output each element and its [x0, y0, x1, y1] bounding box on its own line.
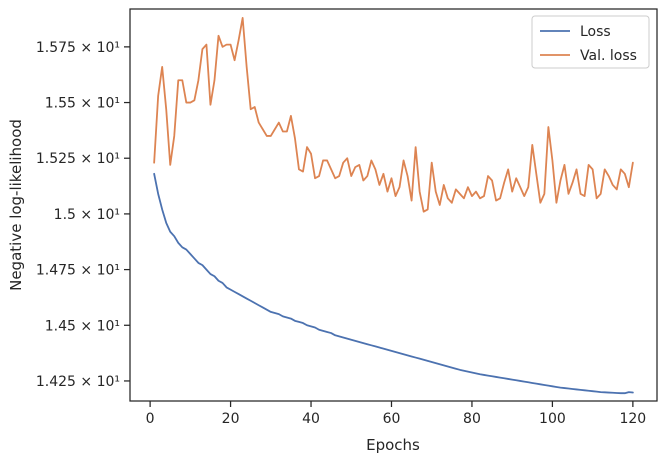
x-tick-label: 100 [539, 411, 566, 427]
x-axis-ticks: 0 20 40 60 80 100 120 [146, 401, 646, 427]
series-line-val-loss [153, 17, 634, 213]
legend: Loss Val. loss [531, 15, 650, 69]
y-tick-label: 1.425 × 10¹ [36, 374, 120, 390]
y-axis-ticks: 1.425 × 10¹ 1.45 × 10¹ 1.475 × 10¹ 1.5 × 10… [36, 40, 130, 390]
series-line-loss [153, 172, 634, 395]
y-axis-label: Negative log-likelihood [7, 119, 25, 291]
x-tick-label: 0 [146, 411, 155, 427]
x-axis-label: Epochs [366, 436, 420, 454]
y-tick-label: 1.575 × 10¹ [36, 40, 120, 56]
y-tick-label: 1.525 × 10¹ [36, 151, 120, 167]
y-tick-label: 1.55 × 10¹ [45, 96, 120, 112]
series-lines [153, 17, 634, 395]
y-tick-label: 1.475 × 10¹ [36, 263, 120, 279]
x-tick-label: 40 [302, 411, 320, 427]
legend-label-val-loss: Val. loss [580, 48, 637, 64]
x-tick-label: 80 [463, 411, 481, 427]
x-tick-label: 20 [222, 411, 240, 427]
x-tick-label: 60 [383, 411, 401, 427]
plot-area-frame [129, 8, 658, 402]
y-tick-label: 1.45 × 10¹ [45, 318, 120, 334]
y-tick-label: 1.5 × 10¹ [54, 207, 120, 223]
x-tick-label: 120 [619, 411, 646, 427]
legend-label-loss: Loss [580, 24, 611, 40]
